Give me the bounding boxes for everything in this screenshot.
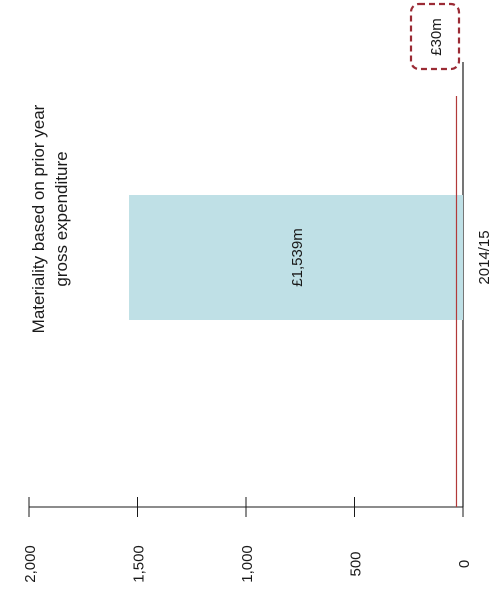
y-tick-label: 1,500 [131, 545, 148, 583]
y-tick-label: 0 [456, 560, 473, 568]
bar [129, 195, 464, 320]
reference-label-box [409, 2, 461, 71]
chart-title-line-1: Materiality based on prior year [29, 104, 48, 333]
chart-title: Materiality based on prior year gross exp… [29, 104, 71, 333]
chart-title-line-2: gross expenditure [52, 151, 71, 286]
reference-line-group: £30m [409, 2, 461, 507]
y-axis: 0 500 1,000 1,500 2,000 [22, 62, 473, 583]
y-tick-label: 1,000 [239, 545, 256, 583]
y-tick-label: 500 [348, 551, 365, 576]
y-tick-label: 2,000 [22, 545, 39, 583]
x-axis-labels: 2014/15 [476, 230, 491, 284]
bar-value-label: £1,539m [289, 228, 306, 286]
bars: £1,539m [129, 195, 464, 320]
reference-line-label: £30m [428, 18, 445, 56]
x-category-label: 2014/15 [476, 230, 491, 284]
